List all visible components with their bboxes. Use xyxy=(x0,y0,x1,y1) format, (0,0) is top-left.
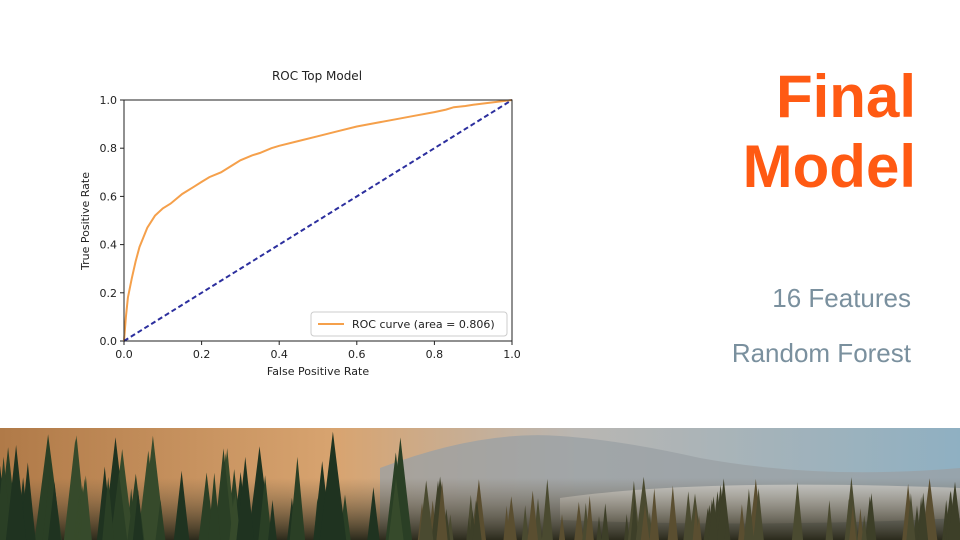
slide-title: Final Model xyxy=(743,62,916,202)
tree-silhouette xyxy=(155,499,166,540)
tree-silhouette xyxy=(849,504,857,540)
x-tick-label: 0.2 xyxy=(193,348,211,361)
title-line-1: Final xyxy=(775,63,916,130)
tree-silhouette xyxy=(48,482,61,540)
tree-silhouette xyxy=(906,493,916,540)
x-tick-labels: 0.0 0.2 0.4 0.6 0.8 1.0 xyxy=(115,348,521,361)
tree-silhouette xyxy=(214,448,233,540)
tree-silhouette xyxy=(791,482,804,540)
tree-silhouette xyxy=(102,477,115,540)
tree-silhouette xyxy=(743,488,754,540)
x-tick-label: 1.0 xyxy=(503,348,521,361)
tree-silhouette xyxy=(527,490,538,540)
tree-silhouette xyxy=(419,480,434,540)
plot-area-frame xyxy=(123,99,513,342)
legend: ROC curve (area = 0.806) xyxy=(310,311,508,337)
tree-silhouette xyxy=(585,495,594,540)
tree-silhouette xyxy=(708,496,719,540)
subtitle-features: 16 Features xyxy=(772,283,911,313)
tree-silhouette xyxy=(866,493,877,540)
tree-silhouette xyxy=(110,472,128,540)
x-tick-label: 0.8 xyxy=(426,348,444,361)
tree-silhouette xyxy=(724,517,730,540)
tree-silhouette xyxy=(319,431,347,540)
tree-silhouette xyxy=(948,481,960,540)
tree-silhouette xyxy=(692,505,699,540)
forest-banner-image xyxy=(0,428,960,540)
subtitle-model-type: Random Forest xyxy=(731,338,911,368)
tree-silhouette xyxy=(630,497,639,540)
tree-silhouette xyxy=(558,514,566,540)
y-tick-label: 0.2 xyxy=(100,287,118,300)
tree-silhouette xyxy=(541,478,553,540)
chance-diagonal-line xyxy=(123,99,513,342)
series-layer xyxy=(123,99,513,342)
tree-silhouette xyxy=(624,513,630,540)
tree-silhouette xyxy=(79,475,92,540)
y-tick-label: 0.6 xyxy=(100,190,118,203)
tree-silhouette xyxy=(289,456,306,540)
tree-silhouette xyxy=(258,475,272,540)
tree-silhouette xyxy=(574,501,584,540)
tree-silhouette xyxy=(667,485,678,540)
tree-silhouette xyxy=(596,516,602,540)
tree-silhouette xyxy=(640,503,650,540)
y-axis-label: True Positive Rate xyxy=(79,172,92,271)
tree-silhouette xyxy=(635,476,652,540)
tree-silhouette xyxy=(208,472,221,540)
chart-title: ROC Top Model xyxy=(272,69,362,83)
tree-silhouette xyxy=(521,505,529,540)
tree-silhouette xyxy=(649,488,659,540)
tree-silhouette xyxy=(794,512,800,540)
tree-silhouette xyxy=(367,487,380,540)
tree-silhouette xyxy=(5,445,27,540)
x-axis-label: False Positive Rate xyxy=(267,365,369,378)
roc-chart: ROC Top Model 0.00.20.40.60.81.0 0.0 0.2 0… xyxy=(79,69,521,378)
tick-marks xyxy=(120,99,513,345)
y-tick-labels: 0.0 0.2 0.4 0.6 0.8 1.0 xyxy=(100,94,118,348)
tree-silhouette xyxy=(753,488,764,540)
title-line-2: Model xyxy=(742,133,916,200)
x-tick-label: 0.6 xyxy=(348,348,366,361)
tree-silhouette xyxy=(236,456,255,540)
tree-silhouette xyxy=(173,470,190,540)
tree-silhouette xyxy=(857,508,864,540)
legend-box xyxy=(310,311,508,337)
banner-trees xyxy=(0,431,960,540)
x-tick-label: 0.4 xyxy=(270,348,288,361)
roc-curve-line xyxy=(123,99,513,342)
x-tick-label: 0.0 xyxy=(115,348,133,361)
tree-silhouette xyxy=(825,500,834,540)
tree-silhouette xyxy=(132,489,144,540)
legend-label: ROC curve (area = 0.806) xyxy=(352,318,495,331)
tree-silhouette xyxy=(505,496,517,540)
tree-silhouette xyxy=(268,500,277,540)
y-tick-label: 1.0 xyxy=(100,94,118,107)
tree-silhouette xyxy=(388,478,404,540)
tree-silhouette xyxy=(472,500,482,540)
y-tick-label: 0.8 xyxy=(100,142,118,155)
y-tick-label: 0.4 xyxy=(100,239,118,252)
tree-silhouette xyxy=(436,481,448,540)
tree-silhouette xyxy=(601,503,609,540)
tree-silhouette xyxy=(861,515,867,540)
y-tick-label: 0.0 xyxy=(100,335,118,348)
tree-silhouette xyxy=(738,504,746,540)
tree-silhouette xyxy=(918,492,929,540)
